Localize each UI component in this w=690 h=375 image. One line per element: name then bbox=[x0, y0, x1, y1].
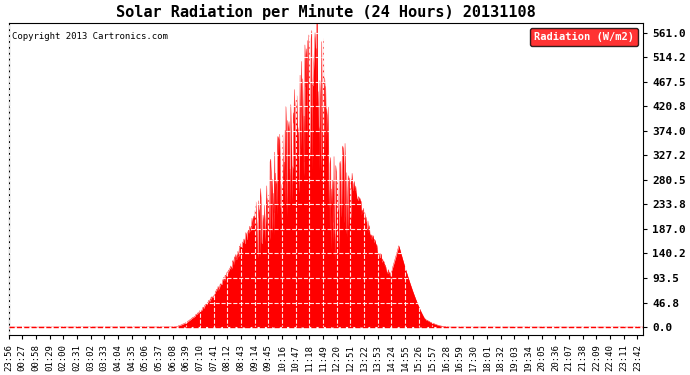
Text: Copyright 2013 Cartronics.com: Copyright 2013 Cartronics.com bbox=[12, 32, 168, 41]
Title: Solar Radiation per Minute (24 Hours) 20131108: Solar Radiation per Minute (24 Hours) 20… bbox=[116, 4, 535, 20]
Legend: Radiation (W/m2): Radiation (W/m2) bbox=[529, 28, 638, 46]
